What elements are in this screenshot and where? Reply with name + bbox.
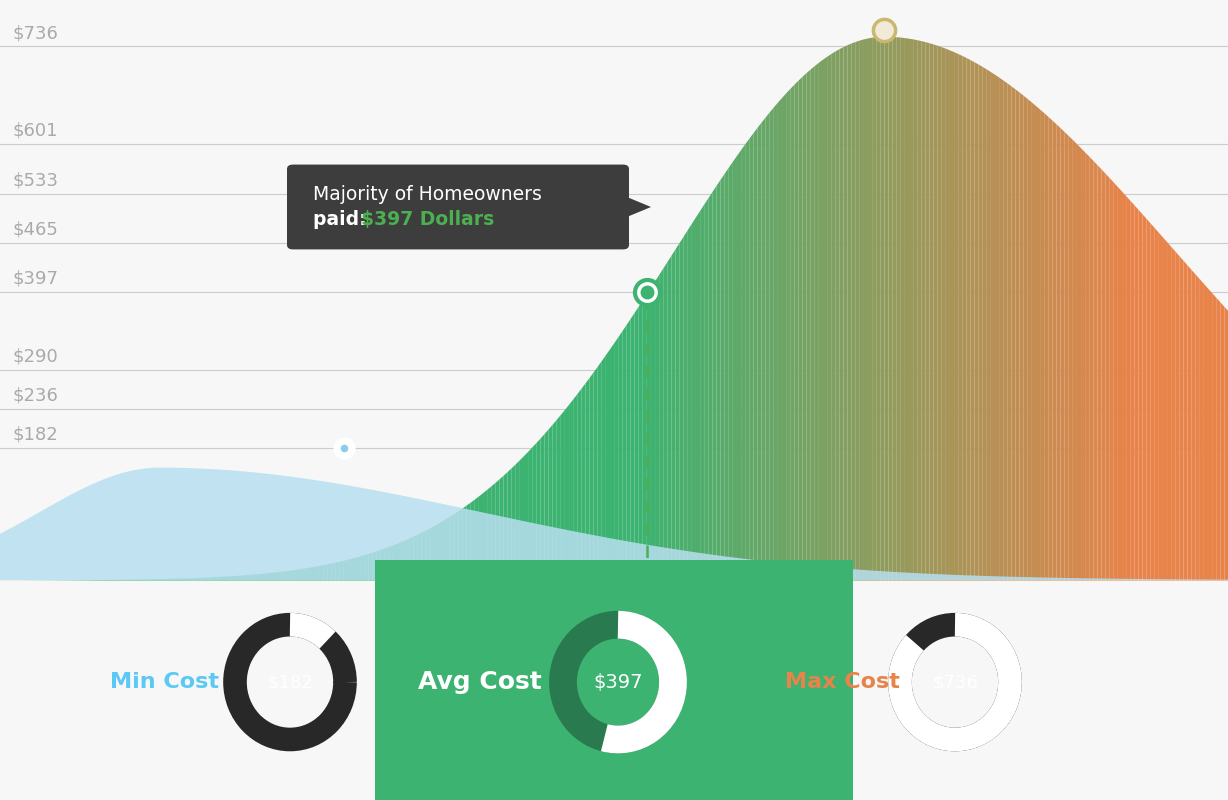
Text: $465: $465 bbox=[12, 221, 58, 238]
Text: Max Cost: Max Cost bbox=[785, 672, 900, 692]
Polygon shape bbox=[623, 195, 651, 218]
FancyBboxPatch shape bbox=[287, 165, 629, 250]
Text: paid:: paid: bbox=[313, 210, 373, 229]
Text: Avg Cost: Avg Cost bbox=[418, 670, 542, 694]
Text: Majority of Homeowners: Majority of Homeowners bbox=[313, 185, 542, 204]
Text: $290: $290 bbox=[12, 347, 58, 366]
Text: Min Cost: Min Cost bbox=[111, 672, 219, 692]
Text: $601: $601 bbox=[12, 122, 58, 140]
Text: $397 Dollars: $397 Dollars bbox=[361, 210, 494, 229]
Text: $736: $736 bbox=[12, 24, 58, 42]
Text: $736: $736 bbox=[932, 673, 977, 691]
Text: $182: $182 bbox=[12, 426, 58, 444]
Text: $236: $236 bbox=[12, 386, 58, 405]
Text: $397: $397 bbox=[593, 673, 642, 691]
Text: $182: $182 bbox=[268, 673, 313, 691]
FancyBboxPatch shape bbox=[375, 530, 853, 800]
Text: $533: $533 bbox=[12, 171, 58, 190]
Text: $397: $397 bbox=[12, 270, 58, 288]
